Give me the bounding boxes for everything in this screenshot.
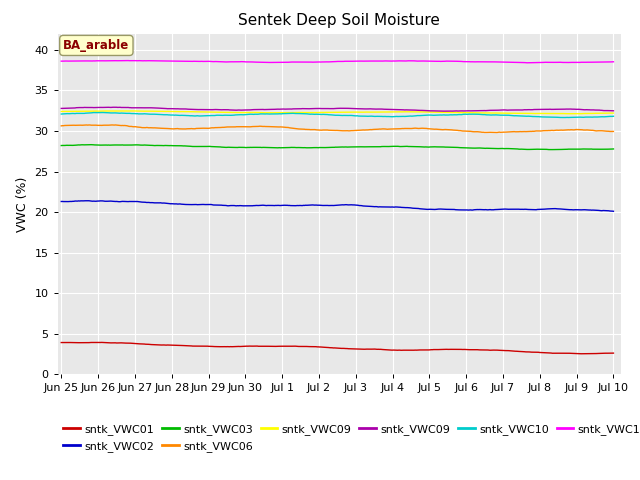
Y-axis label: VWC (%): VWC (%) [16, 176, 29, 232]
Legend: sntk_VWC01, sntk_VWC02, sntk_VWC03, sntk_VWC06, sntk_VWC09, sntk_VWC09, sntk_VWC: sntk_VWC01, sntk_VWC02, sntk_VWC03, sntk… [63, 424, 640, 452]
Text: BA_arable: BA_arable [63, 39, 129, 52]
Title: Sentek Deep Soil Moisture: Sentek Deep Soil Moisture [238, 13, 440, 28]
